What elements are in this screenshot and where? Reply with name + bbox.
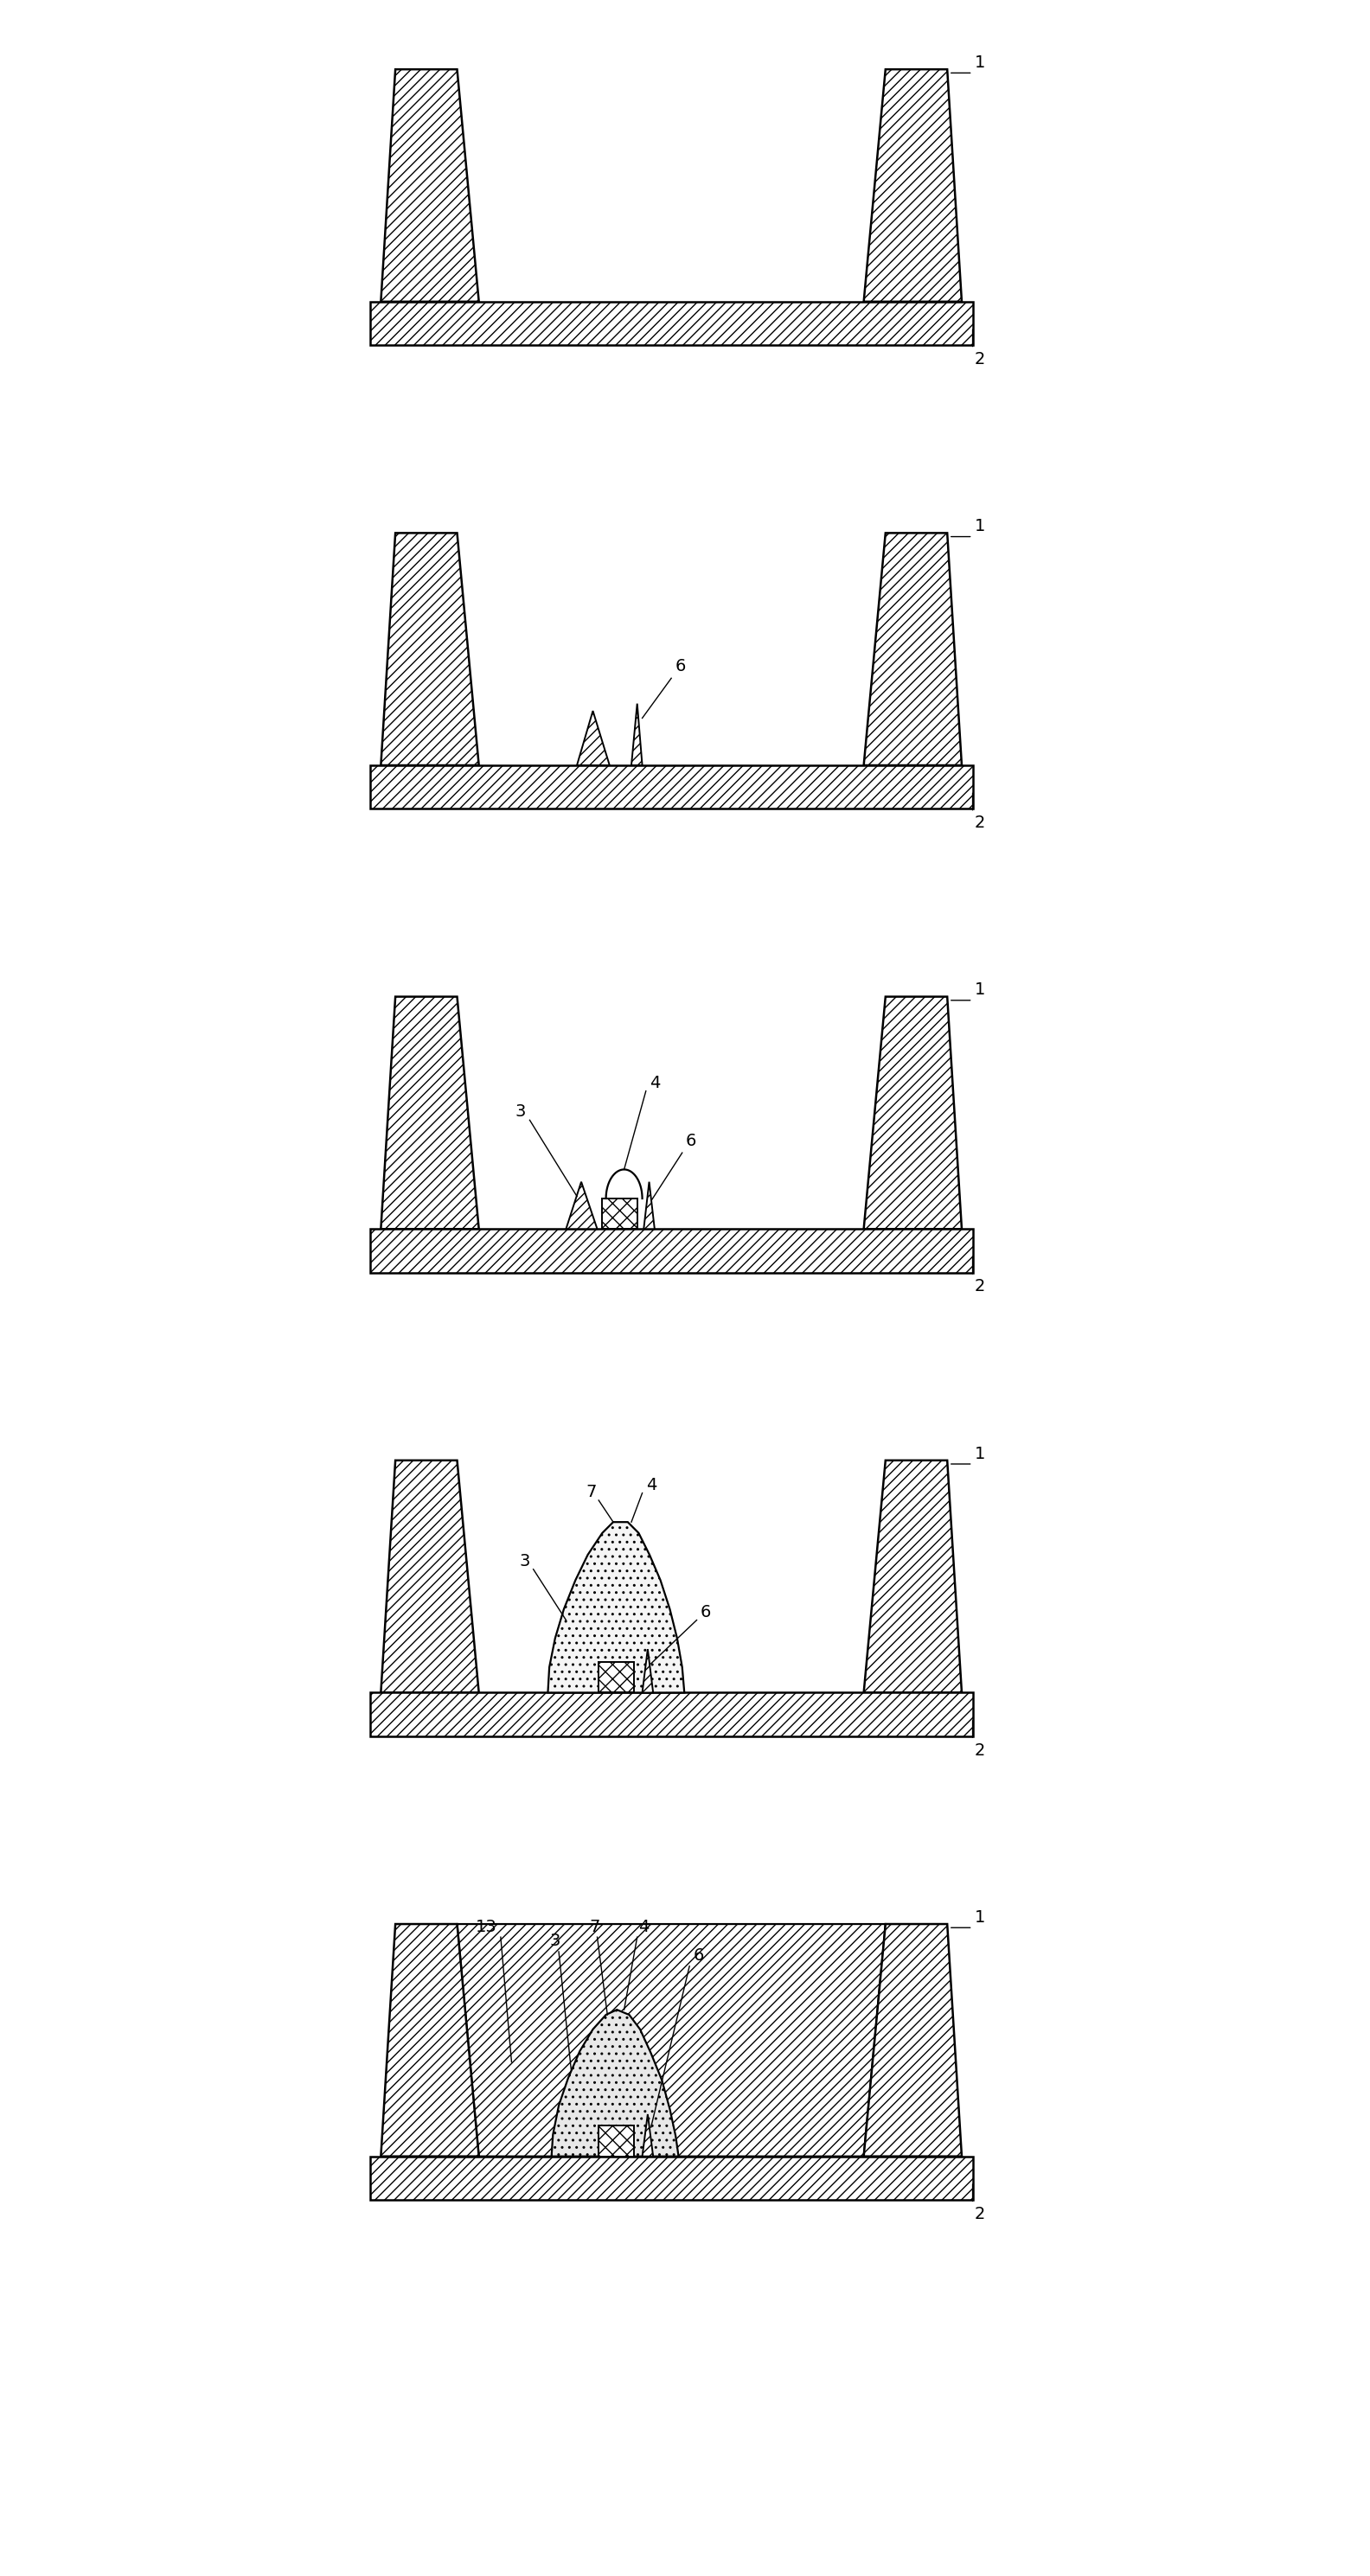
Text: 4: 4 xyxy=(638,1919,649,1935)
Text: 7: 7 xyxy=(586,1484,597,1499)
Text: 7: 7 xyxy=(589,1919,600,1935)
Polygon shape xyxy=(643,2115,653,2156)
Polygon shape xyxy=(381,1461,480,1692)
Text: 13: 13 xyxy=(475,1919,497,1935)
Polygon shape xyxy=(566,1182,597,1229)
Polygon shape xyxy=(548,1522,685,1692)
Polygon shape xyxy=(863,997,962,1229)
Polygon shape xyxy=(863,533,962,765)
Text: 3: 3 xyxy=(549,1932,560,1950)
Bar xyxy=(370,2156,973,2200)
Bar xyxy=(370,1692,973,1736)
Text: 6: 6 xyxy=(675,657,685,675)
Text: 4: 4 xyxy=(645,1476,656,1494)
Polygon shape xyxy=(552,2009,678,2156)
Text: 6: 6 xyxy=(700,1605,711,1620)
Polygon shape xyxy=(863,70,962,301)
Bar xyxy=(370,301,973,345)
Text: 1: 1 xyxy=(975,1909,985,1924)
Text: 3: 3 xyxy=(515,1103,526,1121)
Polygon shape xyxy=(632,703,643,765)
Polygon shape xyxy=(381,70,480,301)
Bar xyxy=(599,2125,633,2156)
Polygon shape xyxy=(381,533,480,765)
Bar xyxy=(370,765,973,809)
Text: 2: 2 xyxy=(975,814,985,832)
Polygon shape xyxy=(381,1924,480,2156)
Text: 2: 2 xyxy=(975,2205,985,2223)
Bar xyxy=(370,1229,973,1273)
Polygon shape xyxy=(643,1649,653,1692)
Text: 2: 2 xyxy=(975,1741,985,1759)
Bar xyxy=(599,1662,633,1692)
Polygon shape xyxy=(381,997,480,1229)
Bar xyxy=(603,1198,637,1229)
Text: 4: 4 xyxy=(649,1074,660,1092)
Polygon shape xyxy=(577,711,610,765)
Text: 1: 1 xyxy=(975,1445,985,1461)
Text: 2: 2 xyxy=(975,350,985,368)
Polygon shape xyxy=(863,1924,962,2156)
Text: 1: 1 xyxy=(975,518,985,533)
Polygon shape xyxy=(644,1182,655,1229)
Text: 6: 6 xyxy=(693,1947,704,1963)
Text: 6: 6 xyxy=(686,1133,696,1149)
Text: 1: 1 xyxy=(975,54,985,70)
Polygon shape xyxy=(458,1924,885,2156)
Text: 1: 1 xyxy=(975,981,985,997)
Text: 2: 2 xyxy=(975,1278,985,1296)
Polygon shape xyxy=(863,1461,962,1692)
Text: 3: 3 xyxy=(519,1553,530,1569)
